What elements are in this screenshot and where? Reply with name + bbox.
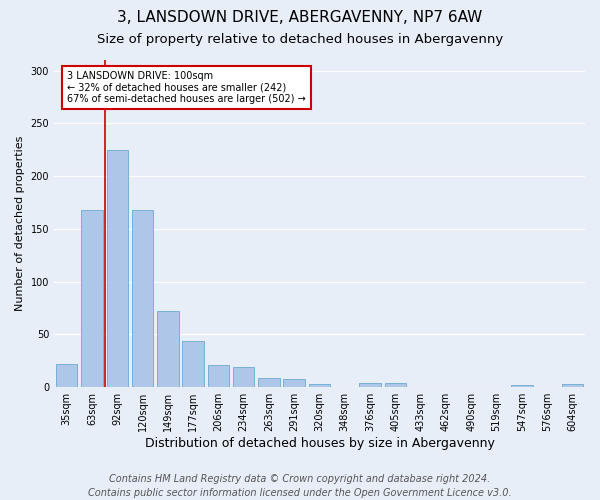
Text: 3 LANSDOWN DRIVE: 100sqm
← 32% of detached houses are smaller (242)
67% of semi-: 3 LANSDOWN DRIVE: 100sqm ← 32% of detach… [67, 70, 306, 104]
Bar [56, 364, 77, 387]
Bar [132, 210, 153, 387]
Bar [385, 383, 406, 387]
X-axis label: Distribution of detached houses by size in Abergavenny: Distribution of detached houses by size … [145, 437, 494, 450]
Text: Size of property relative to detached houses in Abergavenny: Size of property relative to detached ho… [97, 32, 503, 46]
Bar [157, 311, 179, 387]
Bar [81, 210, 103, 387]
Bar [511, 385, 533, 387]
Text: Contains HM Land Registry data © Crown copyright and database right 2024.
Contai: Contains HM Land Registry data © Crown c… [88, 474, 512, 498]
Bar [562, 384, 583, 387]
Bar [359, 383, 381, 387]
Bar [309, 384, 330, 387]
Bar [258, 378, 280, 387]
Bar [208, 365, 229, 387]
Y-axis label: Number of detached properties: Number of detached properties [15, 136, 25, 312]
Bar [107, 150, 128, 387]
Bar [182, 341, 204, 387]
Bar [233, 367, 254, 387]
Bar [283, 379, 305, 387]
Text: 3, LANSDOWN DRIVE, ABERGAVENNY, NP7 6AW: 3, LANSDOWN DRIVE, ABERGAVENNY, NP7 6AW [118, 10, 482, 25]
